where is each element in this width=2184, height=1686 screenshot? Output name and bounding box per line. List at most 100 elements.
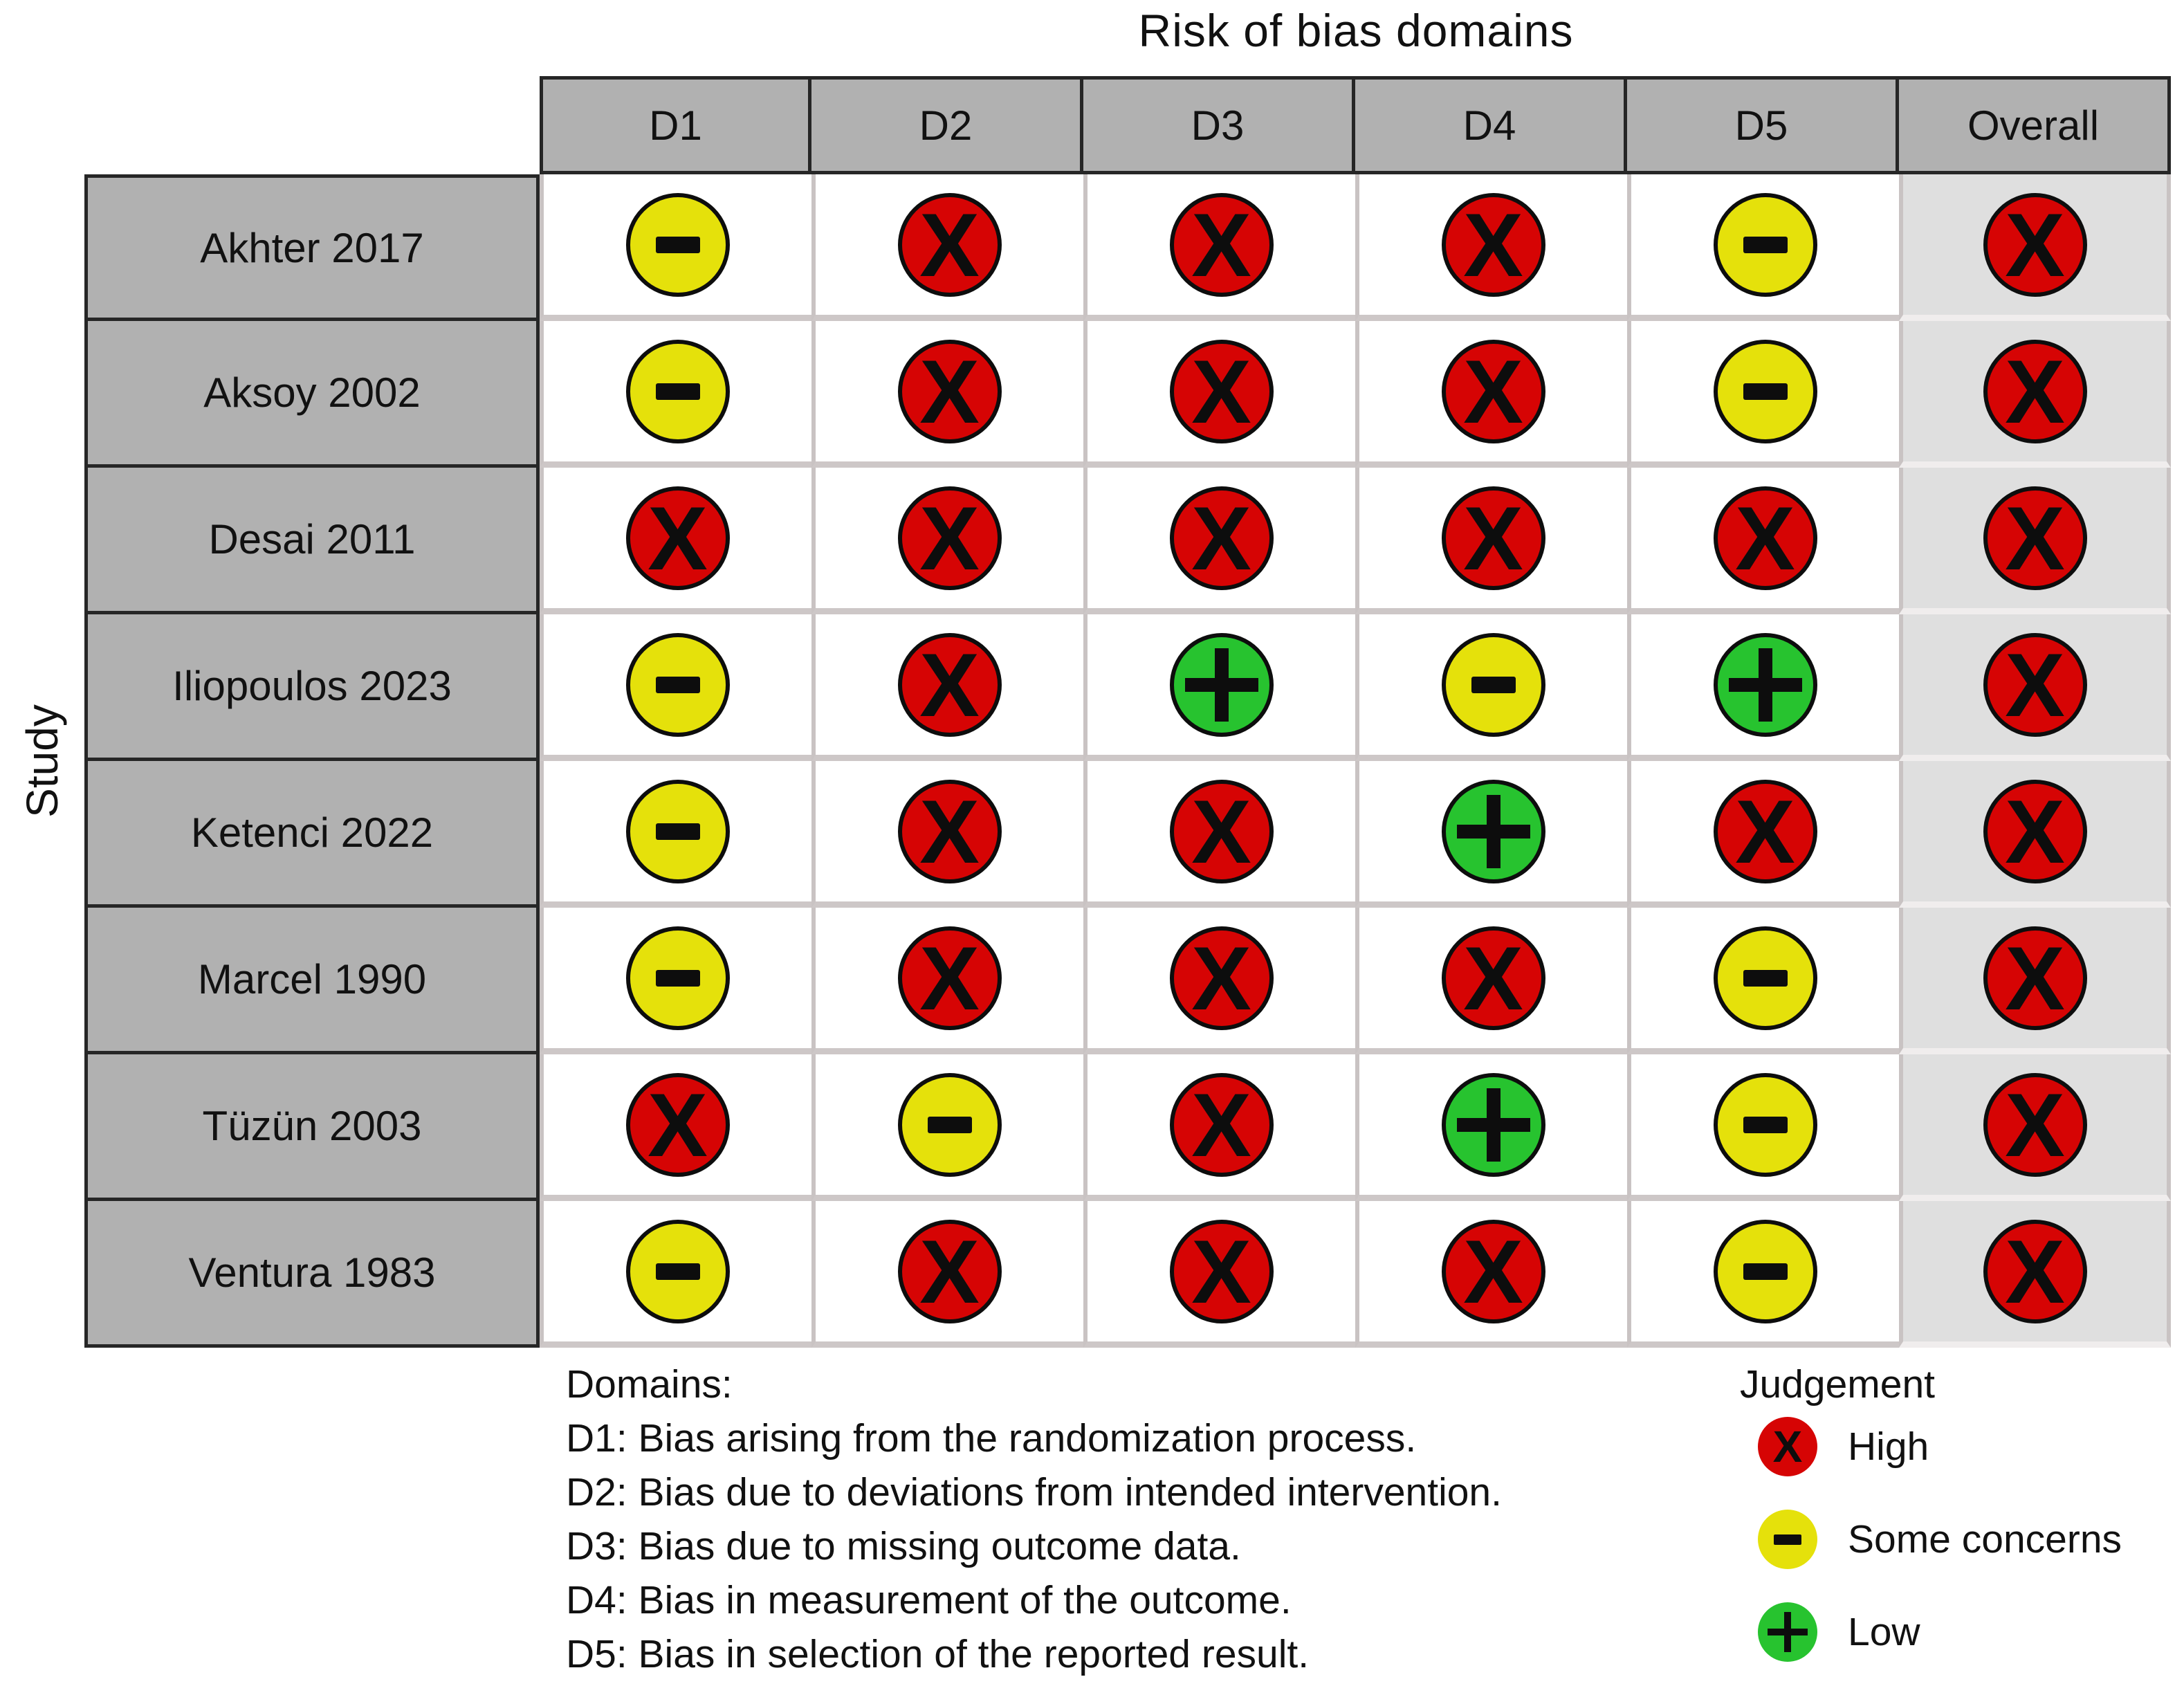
study-axis-label: Study bbox=[17, 704, 67, 818]
judgement-some-concerns-icon bbox=[1713, 926, 1817, 1030]
rating-cell-d4 bbox=[1355, 614, 1627, 761]
table-body: Akhter 2017 X X X X Aksoy 2002 X X X X Desai 2011 X… bbox=[84, 174, 2171, 1348]
judgement-high-icon: X bbox=[1169, 1072, 1274, 1177]
x-symbol-icon: X bbox=[1463, 487, 1523, 589]
judgement-high-icon: X bbox=[1441, 339, 1545, 443]
study-label: Tüzün 2003 bbox=[84, 1054, 540, 1201]
judgement-high-icon: X bbox=[1713, 779, 1817, 883]
rating-cell-d4 bbox=[1355, 1054, 1627, 1201]
rating-cell-d5: X bbox=[1627, 468, 1899, 614]
judgement-high-icon: X bbox=[897, 926, 1002, 1030]
minus-symbol-icon bbox=[1471, 676, 1516, 693]
judgement-low-icon bbox=[1441, 779, 1545, 883]
judgement-high-icon: X bbox=[1169, 779, 1274, 883]
legend-items: X High Some concerns Low bbox=[1758, 1417, 2122, 1662]
rating-cell-d2: X bbox=[811, 1201, 1083, 1348]
judgement-high-icon: X bbox=[1983, 632, 2087, 737]
minus-symbol-icon bbox=[655, 823, 700, 840]
judgement-high-icon: X bbox=[625, 486, 730, 590]
rating-cell-d2: X bbox=[811, 174, 1083, 321]
rating-cell-d1: X bbox=[540, 1054, 811, 1201]
study-label: Aksoy 2002 bbox=[84, 321, 540, 468]
judgement-high-icon: X bbox=[625, 1072, 730, 1177]
domain-definition-1: D1: Bias arising from the randomization … bbox=[566, 1416, 1417, 1460]
x-symbol-icon: X bbox=[919, 634, 980, 735]
minus-symbol-icon bbox=[1743, 1263, 1788, 1280]
judgement-some-concerns-icon bbox=[625, 1219, 730, 1323]
judgement-high-icon: X bbox=[897, 779, 1002, 883]
x-symbol-icon: X bbox=[919, 1220, 980, 1322]
rating-cell-d3: X bbox=[1083, 908, 1355, 1054]
legend-title: Judgement bbox=[1740, 1362, 1936, 1406]
minus-symbol-icon bbox=[1774, 1534, 1801, 1545]
judgement-high-icon: X bbox=[1983, 926, 2087, 1030]
judgement-high-icon: X bbox=[897, 339, 1002, 443]
rating-cell-d2: X bbox=[811, 761, 1083, 908]
judgement-high-icon: X bbox=[1983, 1219, 2087, 1323]
x-symbol-icon: X bbox=[919, 340, 980, 442]
domain-definition-4: D4: Bias in measurement of the outcome. bbox=[566, 1578, 1292, 1622]
judgement-high-icon: X bbox=[897, 486, 1002, 590]
rating-cell-d3: X bbox=[1083, 174, 1355, 321]
x-symbol-icon: X bbox=[648, 1074, 708, 1175]
domain-definitions: D1: Bias arising from the randomization … bbox=[566, 1411, 1502, 1681]
rating-cell-d1 bbox=[540, 1201, 811, 1348]
rating-cell-d1 bbox=[540, 614, 811, 761]
rating-cell-d5: X bbox=[1627, 761, 1899, 908]
column-header-overall: Overall bbox=[1899, 76, 2171, 174]
x-symbol-icon: X bbox=[1191, 194, 1251, 295]
x-symbol-icon: X bbox=[1463, 194, 1523, 295]
judgement-high-icon: X bbox=[1169, 486, 1274, 590]
judgement-low-icon bbox=[1758, 1602, 1817, 1662]
x-symbol-icon: X bbox=[1463, 1220, 1523, 1322]
column-header-d2: D2 bbox=[811, 76, 1083, 174]
figure-title: Risk of bias domains bbox=[1138, 5, 1574, 56]
x-symbol-icon: X bbox=[2005, 1220, 2065, 1322]
minus-symbol-icon bbox=[655, 676, 700, 693]
rating-cell-d4: X bbox=[1355, 908, 1627, 1054]
rating-cell-d5 bbox=[1627, 908, 1899, 1054]
rating-cell-overall: X bbox=[1899, 761, 2171, 908]
judgement-low-icon bbox=[1441, 1072, 1545, 1177]
domains-footnote: Domains: D1: Bias arising from the rando… bbox=[566, 1357, 1502, 1681]
minus-symbol-icon bbox=[1743, 1116, 1788, 1133]
x-symbol-icon: X bbox=[919, 194, 980, 295]
x-symbol-icon: X bbox=[1463, 340, 1523, 442]
x-symbol-icon: X bbox=[648, 487, 708, 589]
rating-cell-d3: X bbox=[1083, 761, 1355, 908]
judgement-high-icon: X bbox=[1441, 192, 1545, 297]
x-symbol-icon: X bbox=[1191, 927, 1251, 1029]
domain-definition-2: D2: Bias due to deviations from intended… bbox=[566, 1470, 1502, 1514]
rating-cell-d3: X bbox=[1083, 1201, 1355, 1348]
x-symbol-icon: X bbox=[2005, 634, 2065, 735]
rating-cell-d1 bbox=[540, 174, 811, 321]
judgement-some-concerns-icon bbox=[1713, 192, 1817, 297]
minus-symbol-icon bbox=[655, 969, 700, 987]
rating-cell-d4: X bbox=[1355, 468, 1627, 614]
judgement-high-icon: X bbox=[1441, 1219, 1545, 1323]
judgement-high-icon: X bbox=[897, 192, 1002, 297]
rating-cell-d3 bbox=[1083, 614, 1355, 761]
column-header-d3: D3 bbox=[1083, 76, 1355, 174]
rating-cell-d1 bbox=[540, 761, 811, 908]
judgement-high-icon: X bbox=[1983, 486, 2087, 590]
judgement-high-icon: X bbox=[1169, 339, 1274, 443]
x-symbol-icon: X bbox=[1735, 780, 1795, 882]
legend-item-some-concerns: Some concerns bbox=[1758, 1510, 2122, 1569]
judgement-high-icon: X bbox=[1169, 926, 1274, 1030]
study-label: Ventura 1983 bbox=[84, 1201, 540, 1348]
legend-item-high: X High bbox=[1758, 1417, 2122, 1476]
x-symbol-icon: X bbox=[1191, 1074, 1251, 1175]
rating-cell-d2: X bbox=[811, 908, 1083, 1054]
study-label: Ketenci 2022 bbox=[84, 761, 540, 908]
judgement-high-icon: X bbox=[1441, 926, 1545, 1030]
plus-symbol-icon bbox=[1456, 1088, 1530, 1162]
judgement-high-icon: X bbox=[1758, 1417, 1817, 1476]
judgement-some-concerns-icon bbox=[625, 632, 730, 737]
rating-cell-d3: X bbox=[1083, 1054, 1355, 1201]
minus-symbol-icon bbox=[655, 383, 700, 400]
judgement-some-concerns-icon bbox=[1713, 1072, 1817, 1177]
rating-cell-d2 bbox=[811, 1054, 1083, 1201]
judgement-some-concerns-icon bbox=[1713, 339, 1817, 443]
